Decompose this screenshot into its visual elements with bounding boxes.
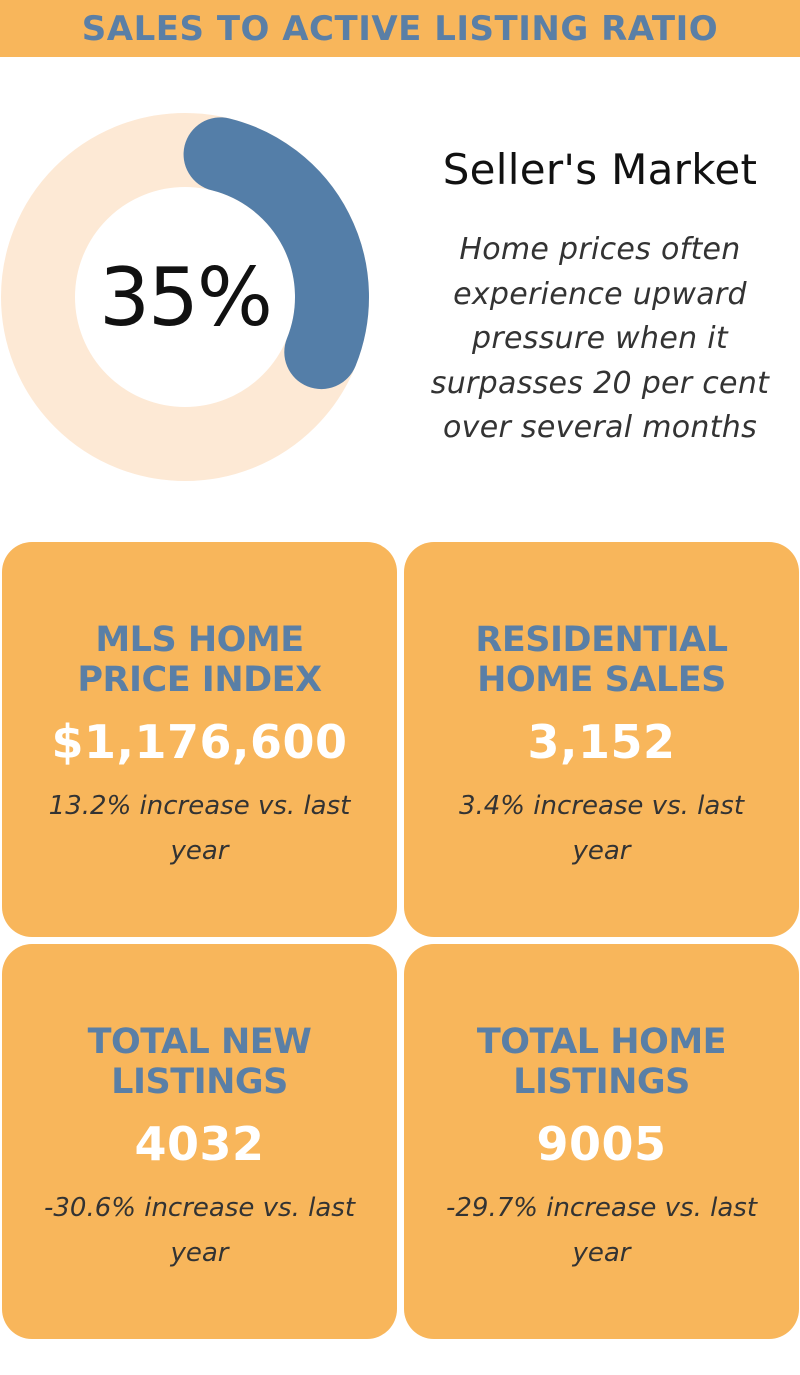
stat-card-note: -30.6% increase vs. last year (43, 1193, 356, 1268)
stat-card-title: MLS HOME PRICE INDEX (77, 620, 322, 700)
stat-card-note: 3.4% increase vs. last year (458, 791, 745, 866)
donut-center-value: 35% (99, 250, 273, 344)
header-banner: SALES TO ACTIVE LISTING RATIO (0, 0, 800, 57)
stat-card-title: RESIDENTIAL HOME SALES (475, 620, 728, 700)
stat-card-note: -29.7% increase vs. last year (445, 1193, 758, 1268)
page-title: SALES TO ACTIVE LISTING RATIO (81, 8, 719, 49)
stat-card-value: 9005 (536, 1117, 667, 1171)
stat-card-title: TOTAL HOME LISTINGS (476, 1022, 727, 1102)
stat-card-price-index: MLS HOME PRICE INDEX $1,176,600 13.2% in… (2, 542, 397, 937)
stat-card-title: TOTAL NEW LISTINGS (87, 1022, 312, 1102)
stat-card-note: 13.2% increase vs. last year (48, 791, 351, 866)
donut-value-arc (183, 117, 369, 390)
stat-card-value: 4032 (134, 1117, 265, 1171)
stat-card-value: $1,176,600 (51, 715, 348, 769)
stat-card-new-listings: TOTAL NEW LISTINGS 4032 -30.6% increase … (2, 944, 397, 1339)
market-title: Seller's Market (442, 145, 758, 194)
stat-card-home-sales: RESIDENTIAL HOME SALES 3,152 3.4% increa… (404, 542, 799, 937)
stat-card-value: 3,152 (527, 715, 676, 769)
donut-chart: 35% (0, 112, 370, 482)
stat-card-home-listings: TOTAL HOME LISTINGS 9005 -29.7% increase… (404, 944, 799, 1339)
donut-chart-svg (1, 113, 369, 481)
market-description: Home prices often experience upward pres… (430, 232, 770, 445)
